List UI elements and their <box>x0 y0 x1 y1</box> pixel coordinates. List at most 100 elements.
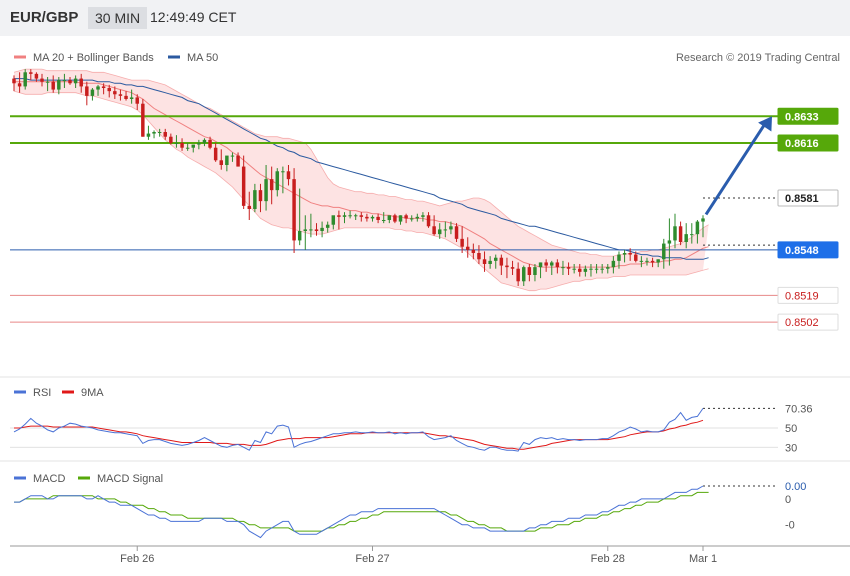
candle-body <box>499 257 504 266</box>
price-tag-label: 0.8502 <box>785 317 819 329</box>
candle-body <box>645 260 649 262</box>
candle-body <box>51 81 55 90</box>
candle-body <box>174 143 179 144</box>
header-bar: EUR/GBP 30 MIN 12:49:49 CET <box>0 0 850 36</box>
candle-body <box>107 88 111 92</box>
candle-body <box>673 226 677 241</box>
candle-body <box>163 132 167 137</box>
ma20-line <box>14 81 709 268</box>
timeframe-badge[interactable]: 30 MIN <box>88 7 148 29</box>
candle-body <box>17 83 22 87</box>
macd-panel: 0.000 -0 <box>14 481 806 539</box>
candle-body <box>656 259 660 263</box>
candle-body <box>572 268 576 270</box>
legend-rsi-ma: 9MA <box>81 387 104 399</box>
price-tag-pivot: 0.8548 <box>777 241 839 259</box>
candle-body <box>264 179 268 202</box>
x-tick-label: Feb 26 <box>120 553 154 565</box>
candle-body <box>101 86 106 88</box>
candle-body <box>309 229 313 231</box>
bollinger-lower-line <box>13 90 709 292</box>
candle-body <box>639 260 644 262</box>
projection-arrow-shaft <box>704 121 768 216</box>
candle-body <box>180 143 184 148</box>
candle-body <box>387 215 392 220</box>
candle-body <box>135 97 139 104</box>
candle-body <box>281 171 285 173</box>
candle-body <box>538 262 543 268</box>
bollinger-band-fill <box>14 69 709 291</box>
candle-body <box>409 218 414 220</box>
ma50-line <box>14 78 709 260</box>
candle-body <box>465 246 470 250</box>
candle-body <box>365 216 369 219</box>
candle-body <box>269 179 274 191</box>
candle-body <box>90 89 95 96</box>
price-tag-box <box>777 286 839 304</box>
candle-body <box>85 86 89 96</box>
candle-body <box>129 97 134 99</box>
macd-line <box>14 485 704 539</box>
price-tag-resistance: 0.8616 <box>777 134 839 152</box>
candle-body <box>292 179 296 241</box>
macd-tick-label: 0.00 <box>785 481 806 493</box>
candle-body <box>370 216 375 219</box>
candle-body <box>695 221 700 235</box>
price-tag-label: 0.8616 <box>785 138 819 150</box>
candle-body <box>404 215 408 219</box>
macd-signal-line <box>14 491 709 532</box>
legend-macd: MACD <box>33 473 65 485</box>
x-axis: Feb 26 Feb 27 Feb 28 Mar 1 <box>120 546 717 565</box>
legend-macd-signal: MACD Signal <box>97 473 163 485</box>
candle-body <box>555 262 560 268</box>
candle-body <box>185 147 190 149</box>
price-legend: MA 20 + Bollinger Bands MA 50 <box>14 52 218 64</box>
candle-body <box>583 268 588 272</box>
candle-body <box>628 253 632 255</box>
candle-body <box>337 215 341 217</box>
candle-body <box>258 190 263 202</box>
candle-body <box>230 155 235 157</box>
rsi-line <box>13 408 704 452</box>
candle-body <box>124 95 128 99</box>
candle-body <box>578 268 582 272</box>
rsi-tick-label: 50 <box>785 423 797 435</box>
candle-body <box>236 155 240 167</box>
candle-body <box>342 215 347 217</box>
price-tag-label: 0.8633 <box>785 111 819 123</box>
price-tag-box <box>777 313 839 331</box>
candle-body <box>684 234 688 242</box>
candle-body <box>141 103 145 137</box>
candle-body <box>606 267 610 269</box>
candle-body <box>471 249 476 253</box>
candle-body <box>331 215 336 225</box>
candle-body <box>253 190 257 209</box>
candle-body <box>23 72 27 87</box>
candle-body <box>225 155 229 165</box>
candle-body <box>197 143 201 145</box>
candle-body <box>443 229 448 231</box>
candle-body <box>432 226 436 235</box>
candle-body <box>96 86 100 90</box>
candle-body <box>12 78 16 84</box>
candle-body <box>219 160 223 165</box>
candle-body <box>34 73 39 79</box>
candle-body <box>297 231 302 241</box>
candle-body <box>202 139 207 143</box>
candle-body <box>600 268 604 270</box>
candle-body <box>426 215 431 227</box>
candle-body <box>325 224 330 228</box>
rsi-panel: 70.36 50 30 <box>10 400 826 454</box>
candle-body <box>662 243 666 260</box>
candle-body <box>437 229 442 235</box>
candle-body <box>376 216 380 220</box>
chart-area: 0.86330.86160.85810.85510.85480.85190.85… <box>0 52 850 565</box>
rsi-tick-label: 30 <box>785 442 797 454</box>
credit-text: Research © 2019 Trading Central <box>676 52 840 64</box>
candle-body <box>29 72 33 74</box>
rsi-ma-line <box>14 419 704 450</box>
candle-body <box>113 91 117 95</box>
x-tick-label: Feb 28 <box>591 553 625 565</box>
candle-body <box>561 267 565 269</box>
price-tag-support: 0.8502 <box>777 313 839 331</box>
